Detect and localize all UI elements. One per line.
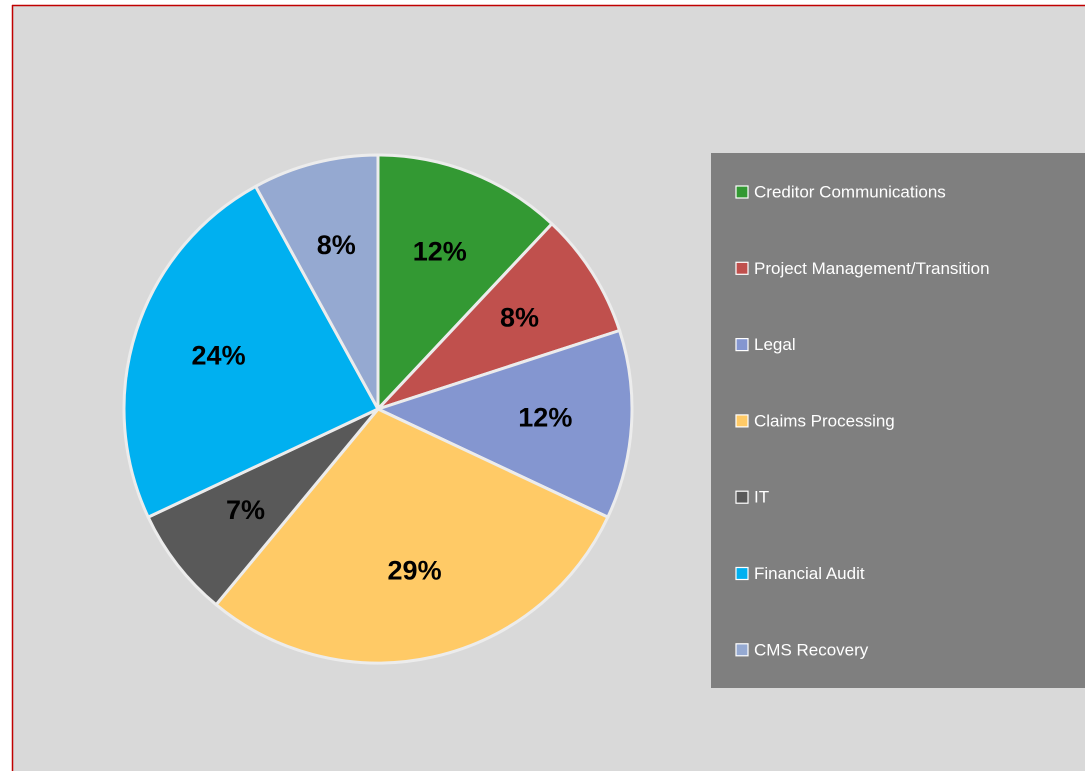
legend-label: Claims Processing [754,411,895,430]
legend-label: Legal [754,335,796,354]
legend-marker [735,338,749,352]
legend-label: Project Management/Transition [754,259,990,278]
pie-slice [376,222,622,411]
legend-marker [735,566,749,581]
pie-slice [214,407,610,665]
pie-slice [122,184,380,519]
legend-marker [735,643,749,657]
value-label: 7% [226,495,265,525]
legend-label: Creditor Communications [754,182,946,201]
pie-slice [376,329,634,519]
pie-slice [376,153,554,411]
legend-marker [735,414,749,428]
pie-slice [146,407,380,607]
legend-label: CMS Recovery [754,640,869,659]
pie-slice [254,153,380,411]
legend-marker [735,261,749,275]
legend-label: IT [754,488,769,507]
legend-marker [735,185,749,199]
legend-box [711,153,1085,688]
value-label: 8% [500,302,539,332]
value-label: 29% [388,556,442,586]
value-label: 12% [413,236,467,266]
legend-label: Financial Audit [754,564,865,583]
legend-marker [735,490,749,504]
value-label: 24% [192,340,246,370]
value-label: 12% [518,403,572,433]
value-label: 8% [317,230,356,260]
